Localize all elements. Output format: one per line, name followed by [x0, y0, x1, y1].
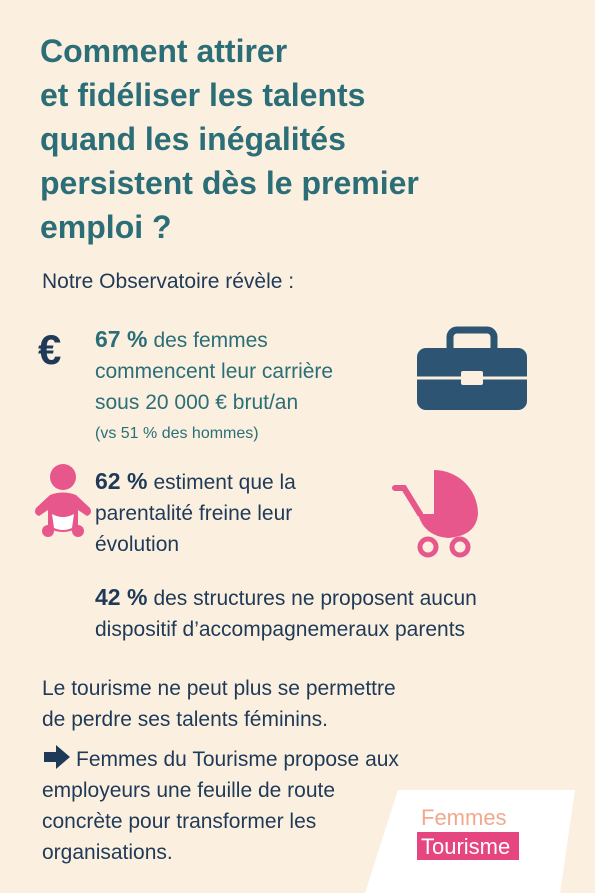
logo: Femmes Tourisme — [365, 790, 575, 893]
stat-line: 42 % des structures ne proposent aucun — [95, 584, 477, 610]
stat-text: commencent leur carrière — [95, 360, 333, 383]
stat-line: 62 % estiment que la — [95, 468, 296, 494]
arrow-icon — [44, 745, 70, 769]
briefcase-icon — [417, 326, 527, 410]
baby-icon — [35, 464, 91, 537]
stat-text: évolution — [95, 533, 179, 556]
stat-line: 67 % des femmes — [95, 326, 268, 352]
stat-value: 67 % — [95, 326, 147, 352]
stat-text: des femmes — [153, 329, 267, 352]
title: Comment attirer et fidéliser les talents… — [40, 33, 419, 245]
stat-value: 62 % — [95, 468, 147, 494]
stat-text: sous 20 000 € brut/an — [95, 391, 298, 414]
title-line: et fidéliser les talents — [40, 77, 365, 113]
title-line: Comment attirer — [40, 33, 287, 69]
title-line: persistent dès le premier — [40, 165, 419, 201]
intro: Notre Observatoire révèle : — [42, 270, 294, 293]
logo-text: Femmes — [421, 805, 507, 830]
logo-text: Tourisme — [421, 834, 510, 859]
conclusion-line: de perdre ses talents féminins. — [42, 708, 328, 731]
title-line: quand les inégalités — [40, 121, 346, 157]
stroller-icon — [392, 470, 478, 558]
title-line: emploi ? — [40, 209, 172, 245]
stat-value: 42 % — [95, 584, 147, 610]
stat-text: dispositif d’accompagnemeraux parents — [95, 618, 465, 641]
cta-line: Femmes du Tourisme propose aux — [76, 748, 399, 771]
stat-text: des structures ne proposent aucun — [153, 587, 476, 610]
cta-line: concrète pour transformer les — [42, 810, 316, 833]
cta-line: organisations. — [42, 841, 173, 864]
stat-text: estiment que la — [153, 471, 296, 494]
conclusion-line: Le tourisme ne peut plus se permettre — [42, 677, 396, 700]
cta-line: employeurs une feuille de route — [42, 779, 335, 802]
stat-text: parentalité freine leur — [95, 502, 292, 525]
euro-icon: € — [38, 326, 61, 373]
stat-note: (vs 51 % des hommes) — [95, 425, 259, 442]
